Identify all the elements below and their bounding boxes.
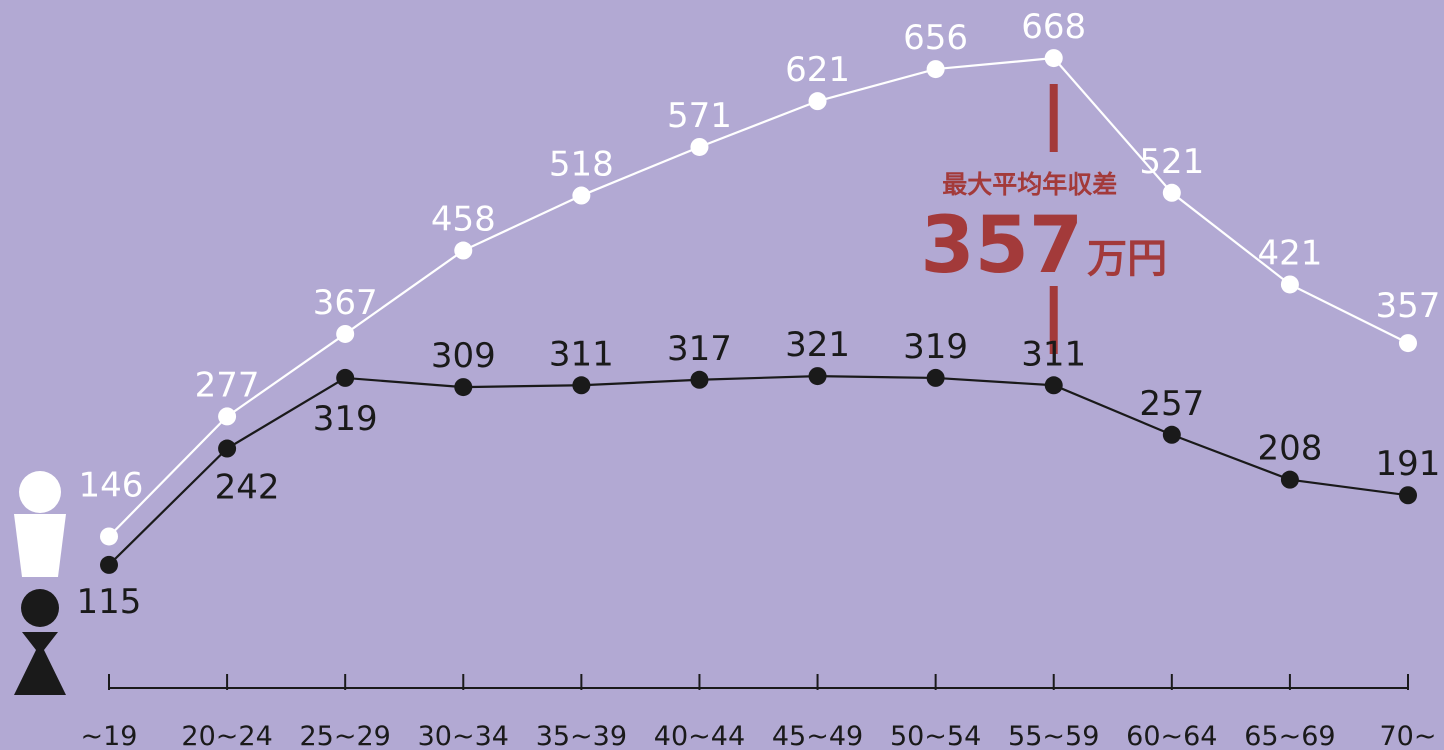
- annotation-title: 最大平均年収差: [942, 170, 1117, 199]
- series-black-data-label: 242: [215, 468, 280, 508]
- series-white-point: [336, 324, 355, 343]
- series-black-point: [572, 376, 591, 395]
- series-white-point: [690, 137, 709, 156]
- series-black-point: [100, 555, 118, 574]
- x-tick-label: 65~69: [1244, 721, 1335, 750]
- series-white-data-label: 357: [1376, 286, 1441, 326]
- series-black-point: [1162, 425, 1181, 444]
- series-white-point: [100, 527, 118, 546]
- annotation-unit: 万円: [1087, 236, 1167, 282]
- x-tick-label: 35~39: [536, 721, 627, 750]
- series-white-data-label: 656: [903, 18, 968, 58]
- series-black-point: [1044, 376, 1063, 395]
- x-tick-label: 20~24: [181, 721, 272, 750]
- series-white-data-label: 571: [667, 96, 732, 136]
- male-icon: [14, 471, 66, 577]
- series-black-point: [690, 370, 709, 389]
- female-icon: [14, 589, 66, 695]
- series-black-point: [336, 368, 355, 387]
- series-white-point: [808, 92, 827, 111]
- series-white-point: [926, 60, 945, 79]
- series-black-data-label: 317: [667, 329, 732, 369]
- series-black-data-label: 208: [1257, 429, 1322, 469]
- series-layer: 146 277 367 458 518 571 621 656 668 521 421 357 115 2…: [77, 7, 1441, 622]
- series-black-data-label: 319: [313, 399, 378, 439]
- series-black-line: [108, 375, 1409, 566]
- series-white-point: [1399, 334, 1417, 353]
- x-tick-label: 30~34: [418, 721, 509, 750]
- series-black-point: [454, 378, 473, 397]
- annotation-value: 357: [920, 201, 1083, 291]
- series-white-data-label: 277: [195, 365, 260, 405]
- series-black-data-label: 309: [431, 336, 496, 376]
- series-white-line: [108, 56, 1409, 538]
- series-black-point: [1399, 486, 1417, 505]
- series-white-point: [218, 407, 237, 426]
- series-black-point: [218, 439, 237, 458]
- series-black-data-label: 257: [1139, 384, 1204, 424]
- series-black-data-label: 321: [785, 325, 850, 365]
- x-tick-label: 40~44: [654, 721, 745, 750]
- x-tick-label: 70~: [1380, 721, 1437, 750]
- series-white-data-label: 367: [313, 283, 378, 323]
- series-white-data-label: 621: [785, 50, 850, 90]
- series-white-point: [1044, 49, 1063, 68]
- x-tick-label: 45~49: [772, 721, 863, 750]
- x-tick-label: ~19: [81, 721, 138, 750]
- series-black-data-label: 191: [1376, 444, 1441, 484]
- x-tick-label: 25~29: [300, 721, 391, 750]
- series-white-point: [572, 186, 591, 205]
- series-black-point: [808, 367, 827, 386]
- series-black-point: [926, 368, 945, 387]
- series-white-data-label: 521: [1139, 142, 1204, 182]
- x-tick-label: 60~64: [1126, 721, 1217, 750]
- series-black-data-label: 311: [1021, 334, 1086, 374]
- series-white: 146 277 367 458 518 571 621 656 668 521 421 357: [79, 7, 1441, 546]
- series-white-data-label: 668: [1021, 7, 1086, 47]
- series-black-point: [1280, 470, 1299, 489]
- series-white-point: [454, 241, 473, 260]
- series-white-data-label: 421: [1257, 233, 1322, 273]
- x-axis: ~19 20~24 25~29 30~34 35~39 40~44 45~49 50~54 55…: [81, 674, 1437, 750]
- max-difference-annotation: 最大平均年収差 357 万円: [920, 84, 1167, 354]
- x-tick-label: 55~59: [1008, 721, 1099, 750]
- series-black: 115 242 319 309 311 317 321 319 311 257 208 191: [77, 325, 1441, 622]
- series-black-data-label: 319: [903, 327, 968, 367]
- series-white-point: [1280, 275, 1299, 294]
- annotation-amount: 357 万円: [920, 201, 1167, 291]
- series-white-data-label: 146: [79, 465, 144, 505]
- x-tick-label: 50~54: [890, 721, 981, 750]
- series-black-data-label: 311: [549, 334, 614, 374]
- series-white-data-label: 458: [431, 200, 496, 240]
- series-black-data-label: 115: [77, 582, 142, 622]
- legend: [14, 471, 66, 695]
- series-white-data-label: 518: [549, 145, 614, 185]
- series-white-point: [1162, 183, 1181, 202]
